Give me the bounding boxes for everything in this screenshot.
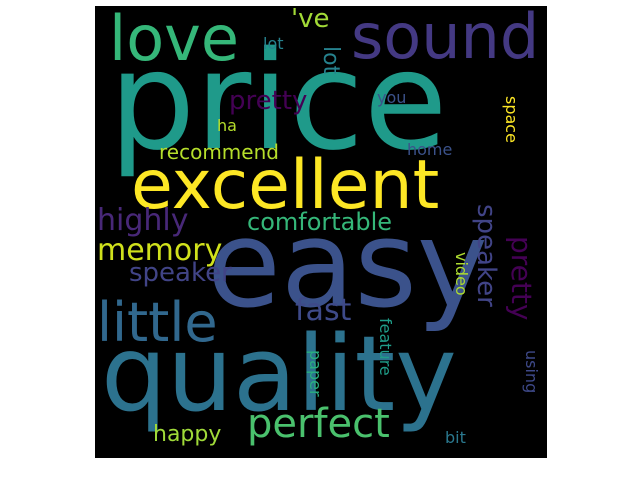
- word-laptop: home: [407, 140, 453, 159]
- word-space: space: [502, 96, 521, 143]
- word-home: you: [377, 88, 407, 107]
- word-pretty: pretty: [505, 236, 538, 321]
- word-sound: sound: [351, 6, 540, 73]
- word-perfect: perfect: [247, 401, 390, 447]
- word-you: pretty: [229, 86, 308, 116]
- word-happy: ha: [217, 116, 237, 135]
- word-feature: feature: [376, 318, 395, 376]
- word-ha: 've: [291, 6, 330, 34]
- word-recommend: recommend: [159, 140, 279, 164]
- word-paper: paper: [306, 350, 325, 397]
- word-excellent: excellent: [131, 146, 440, 225]
- word-highly: highly: [97, 203, 189, 238]
- word-expected: bit: [445, 428, 466, 447]
- word-comfortable: comfortable: [247, 208, 393, 236]
- word-ve: speaker: [129, 258, 232, 288]
- word-love: love: [109, 6, 239, 75]
- word-cloud: price easy quality excellent sound love …: [95, 6, 547, 458]
- word-memory: memory: [97, 233, 223, 268]
- word-lot: lot: [318, 46, 343, 75]
- word-price: price: [109, 23, 448, 181]
- word-quality: quality: [101, 313, 457, 435]
- word-little: little: [97, 291, 218, 354]
- word-video: video: [452, 252, 471, 296]
- word-bit: lot: [263, 34, 284, 53]
- word-using: using: [522, 350, 541, 394]
- word-fast: fast: [295, 293, 352, 328]
- word-speaker: speaker: [471, 204, 501, 307]
- word-easy: easy: [207, 196, 488, 335]
- word-cable: happy: [153, 422, 222, 447]
